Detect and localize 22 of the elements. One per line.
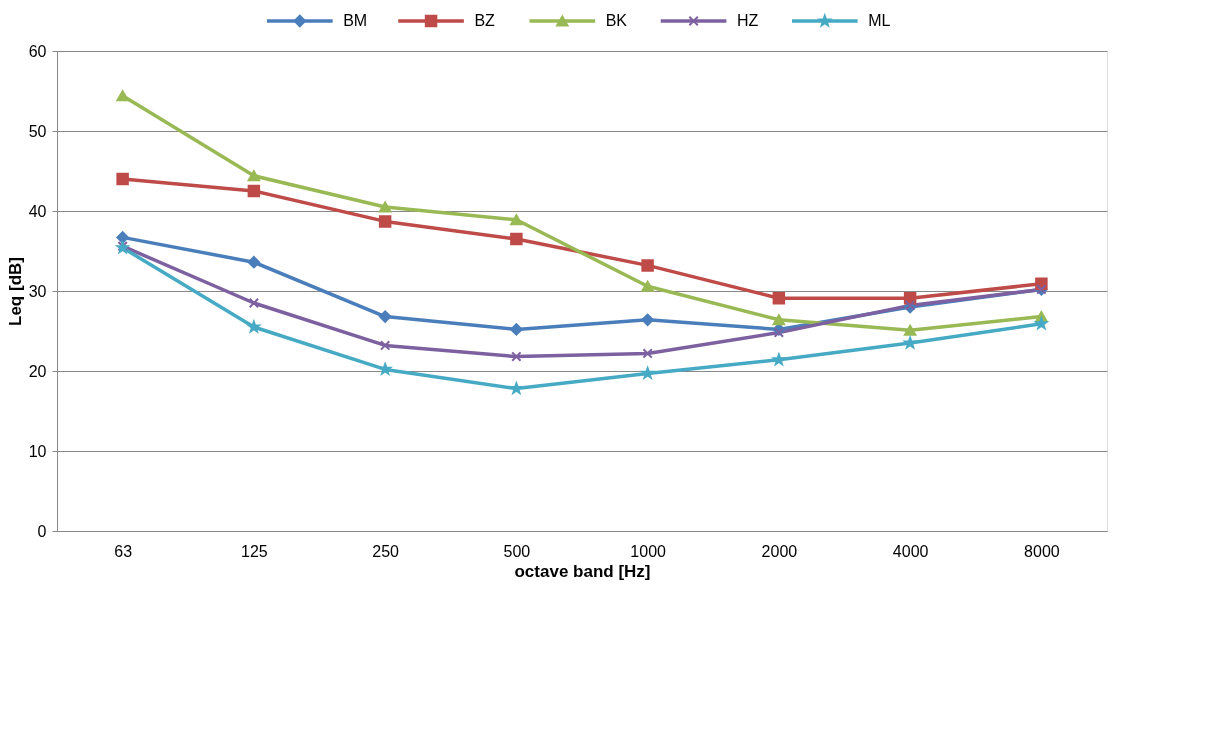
legend-label: BM (343, 12, 368, 29)
x-tick-label: 2000 (761, 542, 798, 560)
y-axis-title: Leq [dB] (5, 257, 25, 326)
x-tick-label: 250 (372, 542, 400, 560)
y-tick-label: 20 (28, 362, 47, 380)
legend-label: BK (605, 12, 628, 29)
x-tick-label: 500 (503, 542, 531, 560)
y-tick-label: 10 (28, 442, 47, 460)
x-tick-label: 8000 (1024, 542, 1060, 560)
y-tick-label: 30 (28, 282, 47, 300)
legend-label: HZ (736, 12, 759, 29)
x-axis-title: octave band [Hz] (514, 561, 651, 581)
y-tick-label: 50 (28, 122, 47, 140)
x-tick-label: 63 (114, 542, 133, 560)
legend-label: BZ (474, 12, 496, 29)
x-tick-label: 1000 (630, 542, 667, 560)
x-tick-label: 125 (241, 542, 268, 560)
x-tick-label: 4000 (892, 542, 929, 560)
y-tick-label: 40 (28, 202, 47, 220)
y-tick-label: 60 (28, 42, 47, 60)
legend-label: ML (868, 12, 891, 29)
y-tick-label: 0 (37, 522, 47, 540)
